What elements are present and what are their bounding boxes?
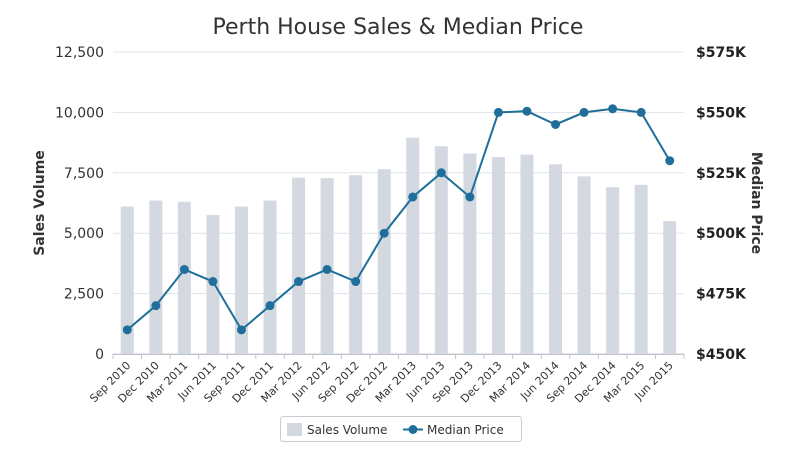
left-axis-ticks: 0 2,500 5,000 7,500 10,000 12,500 bbox=[55, 45, 104, 363]
legend-box bbox=[280, 416, 522, 442]
grid bbox=[112, 51, 685, 359]
right-tick-label: $525K bbox=[696, 166, 747, 182]
line-point bbox=[208, 277, 218, 287]
left-tick-label: 2,500 bbox=[64, 287, 104, 303]
bar bbox=[263, 200, 277, 354]
median-price-line bbox=[126, 107, 671, 332]
left-axis-label: Sales Volume bbox=[32, 150, 48, 256]
line-point bbox=[351, 277, 361, 287]
line-point bbox=[122, 325, 132, 335]
line-point bbox=[294, 277, 304, 287]
bar bbox=[663, 221, 677, 354]
bar bbox=[234, 206, 248, 354]
line-point bbox=[608, 104, 618, 114]
right-axis-ticks: $450K $475K $500K $525K $550K $575K bbox=[696, 45, 747, 363]
bar-series bbox=[120, 137, 677, 354]
line-point bbox=[179, 264, 189, 274]
left-tick-label: 5,000 bbox=[64, 226, 104, 242]
bar bbox=[177, 201, 191, 354]
legend-label: Sales Volume bbox=[307, 423, 387, 437]
legend: Sales Volume Median Price bbox=[280, 416, 522, 442]
right-tick-label: $575K bbox=[696, 45, 747, 61]
line-point bbox=[265, 301, 275, 311]
bar bbox=[149, 200, 163, 354]
bar bbox=[377, 169, 391, 354]
right-tick-label: $500K bbox=[696, 226, 747, 242]
line-point bbox=[408, 192, 418, 202]
line-series bbox=[122, 104, 675, 335]
right-tick-label: $550K bbox=[696, 105, 747, 121]
line-point bbox=[579, 107, 589, 117]
line-point bbox=[322, 264, 332, 274]
legend-marker-median-price bbox=[408, 425, 418, 434]
line-point bbox=[636, 107, 646, 117]
line-point bbox=[551, 119, 561, 129]
line-point bbox=[465, 192, 475, 202]
bar bbox=[463, 153, 477, 354]
bar bbox=[606, 187, 620, 354]
chart-title: Perth House Sales & Median Price bbox=[213, 15, 584, 40]
bar bbox=[520, 154, 534, 354]
right-tick-label: $475K bbox=[696, 287, 747, 303]
bar bbox=[577, 176, 591, 354]
bar bbox=[491, 157, 505, 354]
bar bbox=[349, 175, 363, 354]
line-point bbox=[493, 107, 503, 117]
line-point bbox=[436, 168, 446, 178]
left-tick-label: 12,500 bbox=[55, 45, 104, 61]
left-tick-label: 10,000 bbox=[55, 105, 104, 121]
right-tick-label: $450K bbox=[696, 347, 747, 363]
bar bbox=[549, 164, 563, 354]
bar bbox=[434, 146, 448, 354]
line-point bbox=[151, 301, 161, 311]
bar bbox=[406, 137, 420, 354]
line-point bbox=[665, 156, 675, 166]
line-point bbox=[236, 325, 246, 335]
bar bbox=[634, 184, 648, 354]
line-point bbox=[379, 228, 389, 238]
legend-swatch-sales-volume bbox=[287, 423, 302, 436]
right-axis-label: Median Price bbox=[748, 152, 764, 254]
legend-label: Median Price bbox=[427, 423, 504, 437]
line-point bbox=[522, 106, 532, 116]
bar bbox=[292, 177, 306, 354]
left-tick-label: 7,500 bbox=[64, 166, 104, 182]
bar bbox=[120, 206, 134, 354]
left-tick-label: 0 bbox=[95, 347, 104, 363]
